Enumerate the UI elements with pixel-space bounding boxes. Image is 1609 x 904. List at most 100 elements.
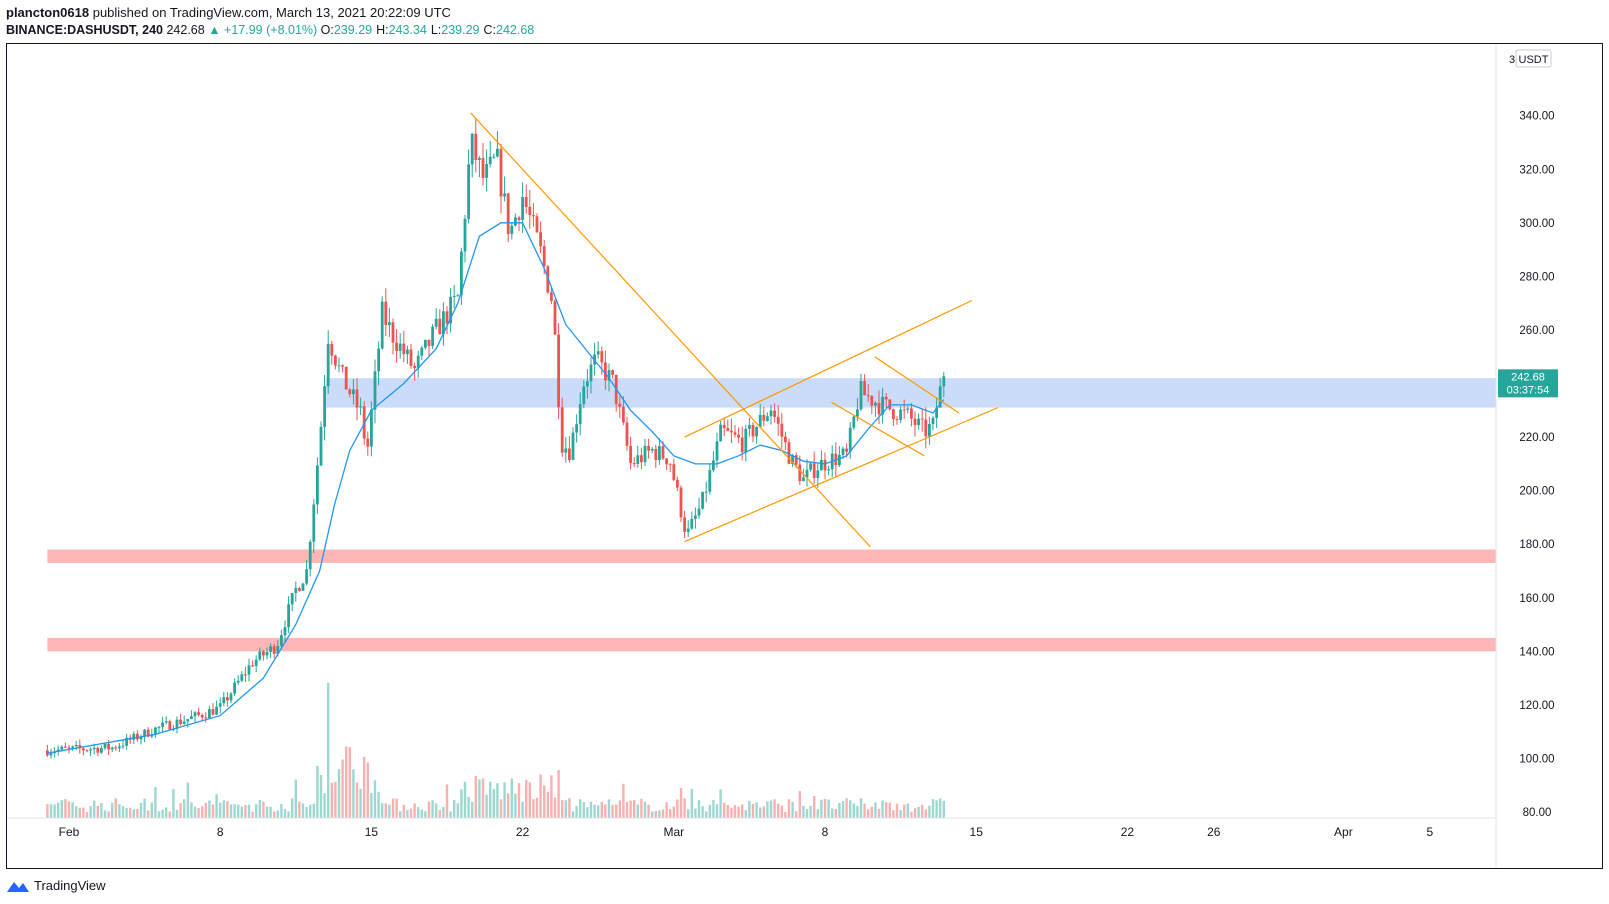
candle [636,445,640,468]
candle [442,302,445,346]
volume-bar [478,779,481,818]
candle-body [60,746,64,750]
candle [46,744,49,758]
volume-bar [453,799,456,818]
volume-bar [118,804,121,818]
candle-body [92,747,96,750]
y-tick-label: 180.00 [1519,539,1554,551]
candle-body [442,311,445,335]
candle-body [298,588,301,591]
candle [179,713,182,726]
volume-bar [906,803,909,818]
volume-bar [258,799,261,818]
candle-body [715,441,719,461]
volume-bar [899,810,902,818]
volume-bar [503,782,506,818]
candle [49,748,53,759]
volume-bar [337,769,341,818]
volume-bar [690,789,693,818]
candle [848,422,852,459]
candle-body [431,326,434,346]
volume-bar [305,806,308,818]
candle [787,438,791,465]
volume-bar [618,800,621,818]
candle [474,118,478,173]
candle [586,368,589,399]
candle [683,510,686,539]
author-name[interactable]: plancton0618 [6,5,90,20]
open-value: 239.29 [333,23,373,37]
candle [352,378,355,405]
candle-body [125,737,128,746]
volume-bar [931,799,935,818]
candle-body [625,422,629,446]
volume-bar [276,810,279,818]
candle [640,447,643,469]
candle-body [182,721,186,725]
volume-bar [546,791,549,818]
volume-bar [647,804,650,818]
x-tick-label: 22 [516,825,530,839]
candle [240,671,244,683]
volume-bar [874,802,877,818]
low-label: L: [430,23,442,37]
candle-body [294,588,298,594]
candle [740,426,744,461]
volume-bar [283,809,287,818]
candle [463,214,467,263]
candle-body [157,726,161,728]
candle [780,413,784,450]
candle [794,452,798,468]
candle [470,132,474,178]
candle-body [845,448,848,452]
volume-bar [363,756,366,818]
volume-bar [129,807,132,818]
candle-body [827,469,830,471]
volume-bar [600,801,603,818]
change-up-icon: ▲ [208,23,221,37]
candle [589,357,593,394]
candle [820,450,823,471]
candle-body [197,712,200,715]
candle [85,749,89,753]
candle [805,458,809,487]
candle-body [582,386,586,405]
candle-body [780,423,784,437]
volume-bar [780,805,783,818]
volume-bar [535,797,539,818]
candle [161,716,164,733]
volume-bar [147,810,150,818]
price-chart[interactable]: 80.00 100.00 120.00 140.00 160.00 180.00 200.0… [7,44,1602,868]
volume-bar [942,800,945,818]
chart-frame[interactable]: 80.00 100.00 120.00 140.00 160.00 180.00 200.0… [6,43,1603,869]
candle-body [578,404,582,425]
candle [287,596,290,634]
volume-bar [723,802,726,818]
candle-body [200,714,204,718]
candle-body [334,355,337,366]
candle [186,719,190,728]
volume-bar [492,789,495,818]
candle-body [654,448,658,461]
volume-bar [676,799,679,818]
candle-body [283,627,287,636]
candle [758,403,762,429]
volume-bar [388,804,391,818]
candle-body [881,396,884,415]
candle-body [643,445,647,463]
candle-body [150,735,154,737]
candle [154,726,157,738]
candle-body [85,750,89,752]
candle-body [463,218,467,252]
volume-bar [719,789,722,818]
high-label: H: [376,23,389,37]
volume-bar [280,803,283,818]
last-price-countdown: 03:37:54 [1507,384,1550,396]
x-tick-label: 15 [365,825,379,839]
volume-bar [571,811,575,818]
candle [222,691,226,707]
candle [247,658,251,682]
volume-bar [489,781,492,818]
volume-bar [262,801,265,818]
volume-bar [633,799,636,818]
